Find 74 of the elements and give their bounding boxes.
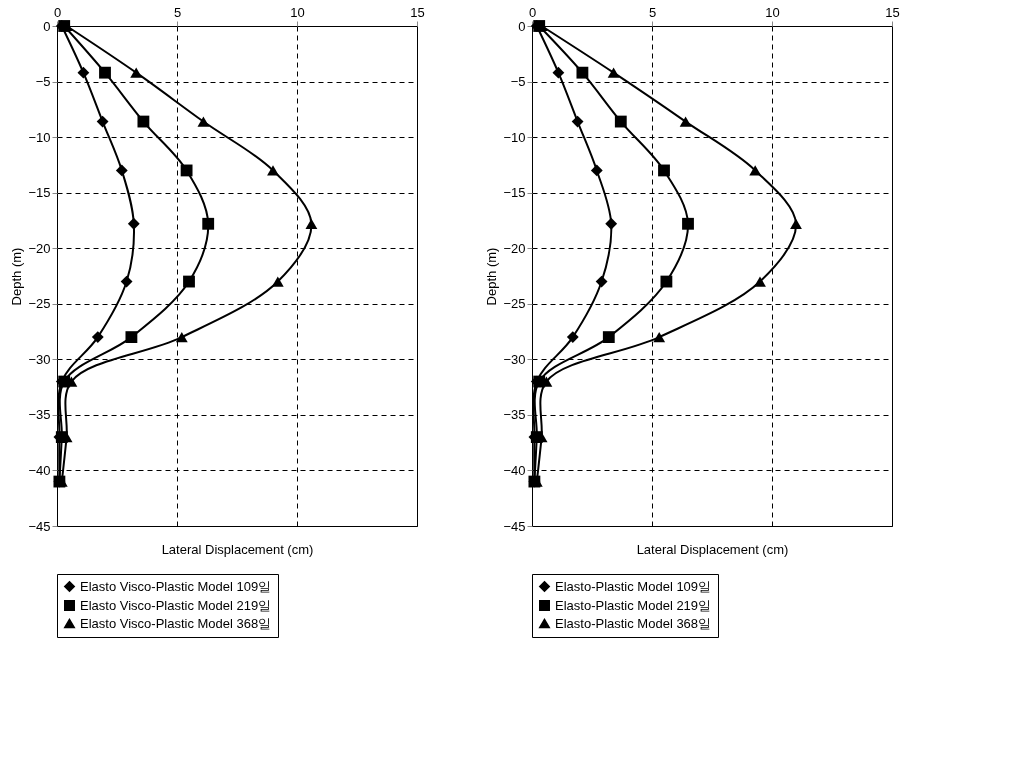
point: [658, 164, 670, 177]
point: [602, 331, 615, 344]
y-tick-label: −10: [503, 129, 526, 145]
x-axis-title: Lateral Displacement (cm): [161, 541, 314, 557]
point: [202, 217, 215, 230]
point: [607, 67, 620, 78]
point: [267, 165, 279, 176]
y-tick-label: −5: [510, 74, 526, 90]
point: [115, 164, 128, 177]
x-tick-label: 5: [648, 4, 657, 20]
y-tick-label: −40: [503, 462, 526, 478]
y-tick-label: −20: [503, 240, 526, 256]
point: [271, 276, 284, 287]
y-tick-label: −45: [28, 518, 51, 534]
y-tick-label: 0: [43, 18, 51, 34]
y-tick-label: 0: [518, 18, 526, 34]
point: [120, 275, 133, 288]
point: [749, 165, 762, 176]
x-axis-title: Lateral Displacement (cm): [636, 541, 789, 557]
point: [305, 218, 318, 229]
point: [576, 66, 589, 79]
y-tick-label: −45: [503, 518, 526, 534]
point: [754, 276, 766, 287]
point: [682, 217, 694, 230]
legend-label: Elasto Visco-Plastic Model 368일: [80, 615, 272, 631]
y-tick-label: −40: [28, 462, 51, 478]
point: [552, 66, 565, 79]
x-tick-label: 15: [885, 4, 900, 20]
point: [99, 66, 111, 79]
point: [590, 164, 603, 177]
point: [790, 218, 802, 229]
point: [197, 116, 210, 127]
point: [125, 331, 138, 344]
x-tick-label: 5: [173, 4, 182, 20]
x-tick-label: 10: [765, 4, 780, 20]
point: [595, 275, 608, 288]
point: [653, 331, 666, 343]
point: [130, 67, 143, 78]
point: [96, 115, 109, 128]
x-tick-label: 0: [528, 4, 537, 20]
point: [605, 217, 618, 230]
legend-label: Elasto-Plastic Model 109일: [555, 578, 712, 594]
legend-label: Elasto-Plastic Model 219일: [555, 597, 712, 613]
legend-label: Elasto Visco-Plastic Model 109일: [80, 578, 272, 594]
y-tick-label: −25: [28, 296, 51, 312]
x-tick-label: 15: [410, 4, 425, 20]
y-tick-label: −25: [503, 296, 526, 312]
legend-label: Elasto-Plastic Model 368일: [555, 615, 712, 631]
y-tick-label: −35: [28, 407, 51, 423]
y-tick-label: −15: [28, 185, 51, 201]
point: [566, 331, 579, 344]
point: [180, 164, 193, 177]
y-axis-title: Depth (m): [9, 247, 25, 306]
y-tick-label: −15: [503, 185, 526, 201]
x-tick-label: 10: [290, 4, 305, 20]
point: [91, 331, 104, 344]
point: [183, 275, 195, 288]
point: [679, 116, 692, 127]
point: [614, 115, 627, 128]
y-tick-label: −20: [28, 240, 51, 256]
y-axis-title: Depth (m): [484, 247, 500, 306]
y-tick-label: −5: [35, 74, 51, 90]
point: [137, 115, 150, 128]
y-tick-label: −30: [503, 351, 526, 367]
point: [571, 115, 584, 128]
point: [175, 331, 188, 343]
point: [127, 217, 140, 230]
legend-label: Elasto Visco-Plastic Model 219일: [80, 597, 272, 613]
y-tick-label: −10: [28, 129, 51, 145]
point: [77, 66, 90, 79]
y-tick-label: −35: [503, 407, 526, 423]
y-tick-label: −30: [28, 351, 51, 367]
point: [660, 275, 673, 288]
x-tick-label: 0: [53, 4, 62, 20]
